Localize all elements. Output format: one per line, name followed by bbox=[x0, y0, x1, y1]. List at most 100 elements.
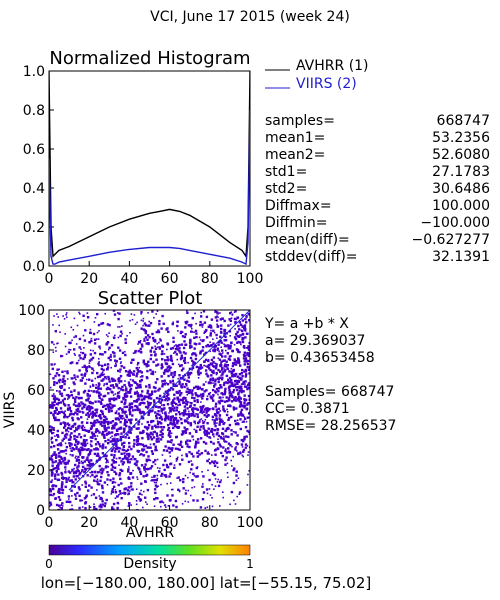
scatter-point bbox=[180, 386, 184, 389]
scatter-point bbox=[196, 370, 200, 373]
scatter-point bbox=[187, 476, 189, 479]
scatter-point bbox=[81, 428, 85, 431]
scatter-point bbox=[145, 458, 148, 461]
scatter-point bbox=[71, 468, 74, 472]
scatter-point bbox=[139, 347, 142, 351]
scatter-point bbox=[168, 412, 170, 414]
scatter-point bbox=[98, 431, 101, 434]
scatter-point bbox=[73, 390, 76, 392]
scatter-point bbox=[94, 408, 97, 412]
scatter-point bbox=[161, 314, 164, 318]
scatter-point bbox=[124, 350, 126, 353]
scatter-point bbox=[248, 352, 250, 355]
scatter-point bbox=[205, 433, 208, 436]
scatter-point bbox=[216, 447, 220, 450]
scatter-point bbox=[177, 426, 181, 429]
scatter-point bbox=[232, 406, 235, 409]
scatter-point bbox=[227, 368, 230, 370]
scatter-point bbox=[244, 380, 247, 383]
scatter-point bbox=[169, 447, 172, 450]
scatter-point bbox=[115, 447, 118, 451]
scatter-point bbox=[242, 346, 246, 349]
scatter-point bbox=[134, 404, 137, 408]
scatter-point bbox=[211, 377, 214, 380]
scatter-point bbox=[170, 371, 173, 375]
scatter-point bbox=[107, 442, 110, 445]
scatter-point bbox=[211, 497, 213, 499]
scatter-point bbox=[119, 326, 121, 328]
scatter-point bbox=[120, 380, 123, 383]
scatter-point bbox=[151, 370, 154, 373]
scatter-point bbox=[151, 372, 155, 376]
scatter-point bbox=[166, 369, 169, 373]
scatter-point bbox=[240, 372, 243, 375]
scatter-point bbox=[233, 374, 237, 378]
scatter-point bbox=[158, 400, 161, 403]
scatter-point bbox=[61, 399, 65, 402]
scatter-point bbox=[124, 419, 127, 422]
scatter-point bbox=[154, 386, 157, 390]
scatter-point bbox=[74, 493, 77, 496]
scatter-point bbox=[214, 316, 218, 319]
scatter-point bbox=[156, 434, 159, 437]
scatter-point bbox=[130, 371, 133, 375]
scatter-point bbox=[197, 441, 200, 444]
scatter-xtick-label: 60 bbox=[161, 515, 179, 531]
scatter-point bbox=[167, 505, 170, 507]
scatter-point bbox=[143, 411, 146, 413]
scatter-point bbox=[213, 419, 216, 422]
scatter-point bbox=[155, 414, 158, 417]
scatter-point bbox=[146, 503, 148, 505]
scatter-point bbox=[110, 377, 114, 380]
scatter-point bbox=[89, 436, 93, 439]
scatter-point bbox=[167, 393, 170, 396]
scatter-point bbox=[155, 358, 158, 361]
scatter-point bbox=[67, 407, 70, 410]
scatter-point bbox=[148, 409, 151, 413]
scatter-point bbox=[243, 437, 246, 440]
scatter-point bbox=[229, 335, 231, 337]
scatter-point bbox=[167, 330, 170, 333]
scatter-point bbox=[126, 460, 130, 464]
scatter-point bbox=[220, 360, 223, 363]
scatter-point bbox=[178, 350, 181, 353]
scatter-point bbox=[115, 384, 119, 387]
scatter-point bbox=[78, 410, 81, 413]
scatter-point bbox=[147, 390, 150, 392]
scatter-point bbox=[139, 470, 142, 473]
scatter-point bbox=[230, 429, 233, 432]
scatter-point bbox=[213, 386, 215, 388]
scatter-point bbox=[160, 364, 163, 367]
scatter-point bbox=[115, 362, 117, 365]
scatter-point bbox=[75, 495, 77, 497]
scatter-point bbox=[57, 435, 60, 438]
scatter-point bbox=[152, 431, 155, 433]
scatter-point bbox=[113, 466, 117, 469]
scatter-point bbox=[198, 373, 201, 375]
scatter-point bbox=[121, 463, 125, 466]
scatter-point bbox=[128, 425, 131, 429]
scatter-point bbox=[67, 500, 70, 503]
scatter-point bbox=[243, 351, 246, 354]
scatter-point bbox=[135, 461, 138, 464]
scatter-point bbox=[141, 448, 144, 451]
scatter-point bbox=[131, 455, 135, 458]
scatter-point bbox=[148, 395, 151, 398]
scatter-point bbox=[227, 324, 230, 327]
scatter-point bbox=[207, 392, 211, 396]
scatter-point bbox=[113, 434, 117, 437]
scatter-point bbox=[226, 428, 228, 431]
scatter-point bbox=[57, 379, 61, 382]
scatter-point bbox=[91, 422, 95, 425]
hist-series-2 bbox=[49, 109, 250, 266]
scatter-point bbox=[159, 438, 163, 441]
hist-xtick-label: 80 bbox=[201, 271, 219, 287]
scatter-point bbox=[128, 445, 131, 448]
scatter-point bbox=[196, 400, 199, 404]
scatter-point bbox=[154, 411, 157, 414]
scatter-point bbox=[155, 478, 158, 482]
scatter-point bbox=[169, 358, 173, 362]
scatter-point bbox=[101, 467, 103, 470]
scatter-point bbox=[199, 425, 202, 428]
scatter-point bbox=[146, 369, 149, 373]
